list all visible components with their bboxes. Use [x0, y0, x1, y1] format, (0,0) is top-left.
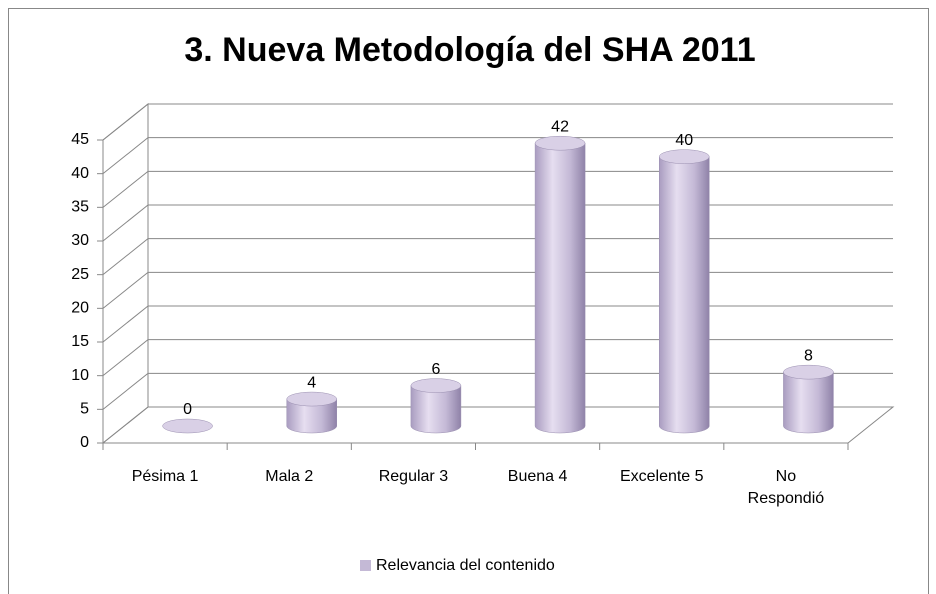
bar — [410, 385, 462, 434]
bar-top — [286, 391, 337, 407]
grid-line — [102, 372, 893, 410]
y-tick-label: 15 — [71, 333, 89, 350]
grid-line — [102, 406, 893, 444]
value-label: 40 — [675, 132, 693, 149]
grid-line — [102, 204, 893, 242]
value-label: 6 — [431, 361, 440, 378]
grid-line — [102, 271, 893, 309]
legend-label: Relevancia del contenido — [376, 557, 555, 574]
grid-line — [102, 339, 893, 377]
chart-border — [8, 8, 929, 594]
grid-line — [102, 238, 893, 276]
y-tick-label: 30 — [71, 232, 89, 249]
grid-line — [102, 103, 893, 141]
bar — [534, 142, 586, 434]
y-tick-label: 35 — [71, 199, 89, 216]
bar-top — [659, 149, 710, 164]
y-tick-label: 45 — [71, 131, 89, 148]
bar-top — [534, 135, 586, 151]
bar-top — [783, 364, 834, 380]
y-tick-label: 40 — [71, 165, 89, 182]
value-label: 8 — [804, 347, 813, 364]
y-tick-label: 25 — [71, 266, 89, 283]
y-tick-label: 10 — [71, 367, 89, 384]
x-tick-label: No Respondió — [747, 468, 825, 507]
y-tick-label: 0 — [80, 434, 89, 451]
grid-line — [102, 170, 893, 208]
y-tick-label: 5 — [80, 401, 89, 418]
bar-top — [410, 378, 462, 393]
chart-title: 3. Nueva Metodología del SHA 2011 — [184, 31, 755, 69]
bar — [783, 371, 834, 434]
bar-top — [162, 418, 213, 434]
x-tick-label: Excelente 5 — [619, 468, 704, 485]
x-tick-label: Pésima 1 — [131, 468, 199, 485]
legend-swatch — [360, 560, 371, 571]
x-tick-label: Buena 4 — [507, 468, 568, 485]
x-tick-label: Mala 2 — [265, 468, 314, 485]
grid-line — [102, 305, 893, 343]
grid-line — [102, 137, 893, 175]
value-label: 4 — [307, 374, 316, 391]
bar — [659, 156, 710, 434]
bar — [286, 398, 337, 434]
value-label: 42 — [551, 118, 569, 135]
y-tick-label: 20 — [71, 300, 89, 317]
x-tick-label: Regular 3 — [378, 468, 449, 485]
value-label: 0 — [183, 401, 192, 418]
